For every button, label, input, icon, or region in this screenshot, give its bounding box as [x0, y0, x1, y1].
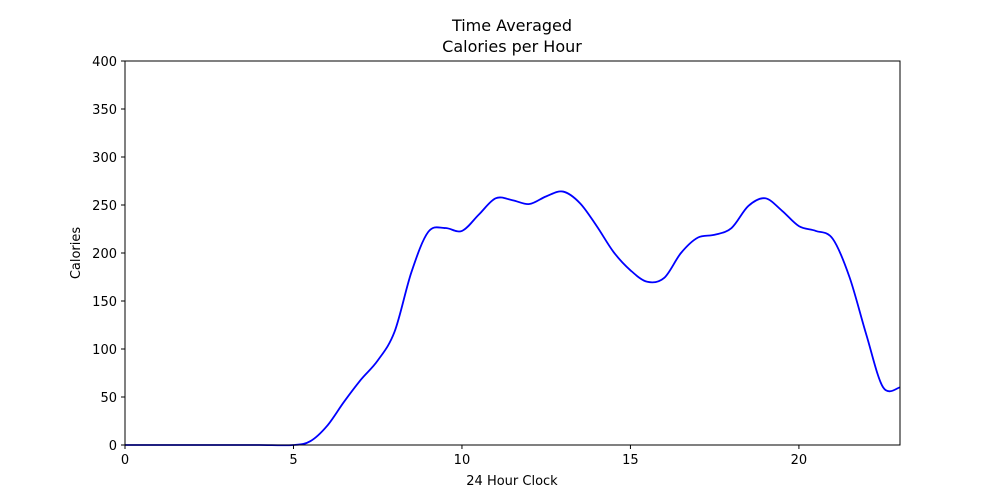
y-tick-label: 250: [92, 199, 117, 214]
x-tick-label: 5: [289, 453, 297, 468]
x-tick-label: 10: [454, 453, 471, 468]
y-tick-label: 350: [92, 103, 117, 118]
chart-title-line2: Calories per Hour: [442, 37, 582, 56]
y-tick-label: 0: [109, 439, 117, 454]
x-axis-label: 24 Hour Clock: [466, 474, 558, 489]
y-tick-label: 300: [92, 151, 117, 166]
y-tick-label: 400: [92, 55, 117, 70]
x-tick-label: 20: [791, 453, 808, 468]
x-tick-label: 15: [622, 453, 639, 468]
x-tick-label: 0: [121, 453, 129, 468]
plot-area: [125, 61, 900, 445]
chart-title-line1: Time Averaged: [451, 16, 572, 35]
y-tick-label: 50: [100, 391, 117, 406]
series-line: [125, 190, 901, 447]
y-axis-label: Calories: [69, 227, 84, 280]
y-tick-label: 200: [92, 247, 117, 262]
y-tick-label: 150: [92, 295, 117, 310]
y-tick-label: 100: [92, 343, 117, 358]
